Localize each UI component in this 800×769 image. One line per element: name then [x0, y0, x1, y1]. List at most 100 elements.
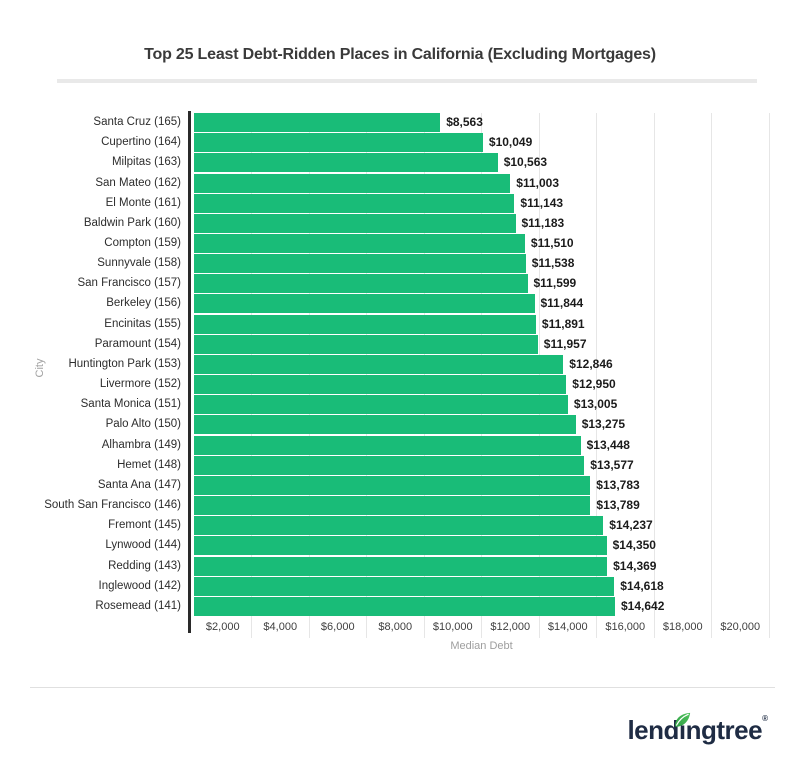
bar — [194, 496, 591, 515]
x-tick-label: $6,000 — [320, 621, 355, 633]
bar — [194, 395, 568, 415]
bar — [194, 556, 608, 576]
bar — [194, 536, 607, 556]
category-label: Milpitas (163) — [111, 156, 181, 169]
bar — [194, 234, 525, 253]
chart-row: Fremont (145) $14,237 — [0, 516, 800, 536]
chart-title: Top 25 Least Debt-Ridden Places in Calif… — [144, 46, 656, 63]
gridline — [768, 113, 770, 638]
x-tick-label: $14,000 — [547, 621, 588, 633]
value-label: $11,844 — [540, 296, 584, 311]
chart-row: El Monte (161) $11,143 — [0, 193, 800, 213]
x-tick-label: $4,000 — [263, 621, 298, 633]
value-label: $11,510 — [530, 236, 574, 250]
value-label: $11,599 — [533, 276, 577, 291]
y-axis-line — [188, 111, 191, 633]
bar — [194, 375, 567, 395]
category-label: Redding (143) — [108, 559, 181, 572]
x-tick-label: $10,000 — [432, 621, 473, 633]
chart-row: Livermore (152) $12,950 — [0, 375, 800, 395]
chart-row: Palo Alto (150) $13,275 — [0, 415, 800, 435]
category-label: Hemet (148) — [117, 458, 181, 471]
logo-letter-i: ı — [675, 712, 691, 746]
registered-mark: ® — [762, 714, 768, 723]
value-label: $14,369 — [613, 558, 657, 573]
value-label: $11,891 — [541, 316, 585, 331]
value-label: $11,003 — [516, 175, 560, 190]
value-label: $13,005 — [573, 397, 618, 412]
chart-row: Redding (143) $14,369 — [0, 556, 800, 576]
category-label: San Mateo (162) — [95, 176, 181, 189]
bar — [194, 334, 538, 354]
x-tick-label: $2,000 — [205, 621, 240, 633]
chart-row: Milpitas (163) $10,563 — [0, 153, 800, 173]
category-label: Santa Monica (151) — [80, 398, 181, 411]
value-label: $11,957 — [543, 336, 587, 351]
chart-row: Berkeley (156) $11,844 — [0, 294, 800, 314]
category-label: South San Francisco (146) — [44, 499, 181, 511]
bar — [194, 254, 526, 274]
category-label: Baldwin Park (160) — [83, 216, 181, 229]
x-tick-label: $16,000 — [605, 621, 646, 633]
bar — [194, 435, 581, 455]
x-tick-label: $20,000 — [720, 621, 761, 633]
bar — [194, 274, 528, 294]
lendingtree-logo: lendı ngtree® — [627, 712, 768, 746]
category-label: Lynwood (144) — [105, 539, 181, 552]
bar — [194, 455, 585, 475]
value-label: $14,642 — [621, 598, 665, 613]
x-tick-label: $12,000 — [490, 621, 531, 633]
value-label: $11,183 — [521, 215, 565, 230]
category-label: Huntington Park (153) — [68, 357, 181, 370]
logo-text-ngtree: ngtree — [685, 715, 763, 745]
value-label: $11,143 — [520, 195, 564, 210]
bar — [194, 415, 576, 435]
bar — [194, 153, 498, 173]
category-label: Livermore (152) — [99, 378, 181, 391]
chart-row: Lynwood (144) $14,350 — [0, 536, 800, 556]
chart-row: Compton (159) $11,510 — [0, 234, 800, 253]
value-label: $13,577 — [590, 457, 634, 472]
logo-text-lend: lend — [627, 715, 679, 745]
bar — [194, 213, 516, 233]
bar — [194, 133, 483, 153]
value-label: $11,538 — [531, 256, 575, 271]
chart-row: San Mateo (162) $11,003 — [0, 173, 800, 193]
category-label: Palo Alto (150) — [105, 418, 181, 431]
chart-row: South San Francisco (146) $13,789 — [0, 496, 800, 515]
chart-row: Paramount (154) $11,957 — [0, 334, 800, 354]
chart-row: Sunnyvale (158) $11,538 — [0, 254, 800, 274]
chart-row: Rosemead (141) $14,642 — [0, 596, 800, 616]
chart-row: San Francisco (157) $11,599 — [0, 274, 800, 294]
value-label: $10,049 — [488, 135, 533, 150]
bar — [194, 113, 441, 132]
chart-row: Baldwin Park (160) $11,183 — [0, 213, 800, 233]
chart-row: Alhambra (149) $13,448 — [0, 435, 800, 455]
value-label: $12,950 — [572, 377, 616, 392]
category-label: Alhambra (149) — [101, 438, 181, 451]
value-label: $13,275 — [581, 417, 626, 432]
category-label: Paramount (154) — [94, 337, 181, 350]
category-label: Sunnyvale (158) — [97, 257, 181, 270]
chart-row: Inglewood (142) $14,618 — [0, 576, 800, 596]
value-label: $13,783 — [596, 477, 640, 492]
category-label: El Monte (161) — [105, 196, 181, 209]
category-label: Santa Cruz (165) — [93, 116, 181, 128]
value-label: $14,350 — [612, 538, 656, 553]
bar — [194, 173, 511, 193]
value-label: $13,789 — [596, 498, 640, 512]
bar — [194, 576, 615, 596]
category-label: Cupertino (164) — [101, 136, 181, 149]
footer-divider — [30, 687, 775, 688]
gridline — [711, 113, 712, 638]
x-axis-label: Median Debt — [450, 640, 513, 652]
bar — [194, 193, 515, 213]
value-label: $14,237 — [609, 518, 653, 533]
category-label: Inglewood (142) — [98, 579, 181, 592]
value-label: $13,448 — [586, 437, 630, 452]
bar — [194, 596, 615, 616]
category-label: Encinitas (155) — [104, 317, 181, 330]
category-label: Santa Ana (147) — [97, 478, 181, 491]
x-tick-label: $8,000 — [378, 621, 413, 633]
category-label: Compton (159) — [104, 237, 181, 249]
